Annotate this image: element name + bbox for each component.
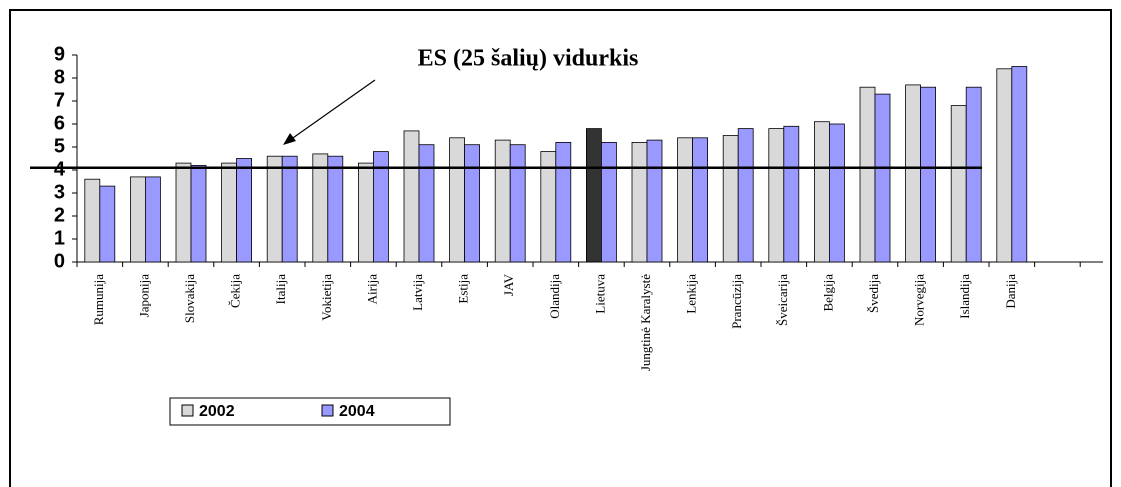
x-tick-label: Šveicarija	[775, 274, 790, 326]
legend-label: 2002	[199, 403, 235, 420]
bar	[677, 137, 693, 263]
legend	[169, 397, 451, 426]
x-tick-label: Slovakija	[182, 274, 197, 323]
annotation: ES (25 šalių) vidurkis	[418, 46, 639, 72]
bar	[814, 121, 830, 263]
bar	[372, 151, 389, 263]
x-tick-label: Airija	[364, 274, 379, 305]
bar	[464, 144, 481, 263]
x-tick-label: Vokietija	[319, 274, 334, 321]
x-tick-label: Čekija	[228, 274, 243, 308]
bar	[722, 135, 739, 263]
chart-frame	[9, 9, 1112, 487]
bar	[509, 144, 526, 263]
y-tick-label: 4	[54, 158, 66, 180]
bar	[965, 86, 982, 263]
bar	[312, 153, 329, 263]
x-tick-label: Belgija	[820, 274, 835, 312]
bar	[175, 162, 192, 263]
bar	[144, 176, 161, 263]
bar	[555, 141, 572, 263]
bar	[586, 128, 602, 263]
arrow-head	[283, 133, 296, 145]
bar	[281, 155, 298, 263]
x-tick-label: Islandija	[957, 274, 972, 319]
bar	[996, 68, 1013, 263]
x-tick-label: Prancūzija	[729, 274, 744, 329]
bar	[221, 162, 238, 263]
x-tick-label: Danija	[1003, 274, 1018, 309]
x-tick-label: Švedija	[866, 274, 881, 313]
bar	[403, 130, 420, 263]
bar	[829, 123, 845, 263]
x-tick-label: Lietuva	[592, 274, 607, 314]
legend-label: 2004	[339, 403, 375, 420]
bar	[494, 139, 511, 263]
bar	[1011, 66, 1028, 263]
y-tick-label: 8	[54, 66, 65, 88]
x-tick-label: Japonija	[136, 274, 151, 318]
bar	[84, 178, 101, 263]
x-tick-label: Jungtinė Karalystė	[638, 274, 653, 371]
bar	[905, 84, 921, 263]
y-tick-label: 3	[54, 181, 65, 203]
y-tick-label: 6	[54, 112, 65, 134]
x-tick-label: Lenkija	[684, 274, 699, 314]
y-tick-label: 1	[54, 227, 65, 249]
y-tick-label: 5	[54, 135, 65, 157]
legend-swatch	[181, 404, 194, 417]
bar	[99, 185, 116, 263]
bar	[920, 86, 936, 263]
y-tick-label: 7	[54, 89, 65, 111]
legend-swatch	[321, 404, 334, 417]
bar	[783, 125, 800, 263]
bar	[190, 164, 207, 263]
bar	[859, 86, 876, 263]
x-tick-label: JAV	[501, 273, 516, 296]
bar	[449, 137, 466, 263]
y-tick-label: 2	[54, 204, 65, 226]
bar	[692, 137, 708, 263]
x-tick-label: Norvegija	[912, 274, 927, 326]
x-tick-label: Italija	[273, 274, 288, 305]
bar	[418, 144, 435, 263]
x-tick-label: Olandija	[547, 274, 562, 319]
bar	[874, 93, 891, 263]
bar	[737, 128, 754, 263]
bar	[646, 139, 663, 263]
bar	[357, 162, 374, 263]
bar	[327, 155, 344, 263]
bar	[236, 158, 253, 263]
y-tick-label: 0	[54, 250, 65, 272]
bar	[631, 141, 648, 263]
x-tick-label: Estija	[456, 274, 471, 304]
bar	[266, 155, 283, 263]
bar	[129, 176, 146, 263]
annotation-arrow	[289, 79, 376, 141]
x-tick-label: Latvija	[410, 274, 425, 311]
bar	[950, 105, 967, 263]
bar	[601, 141, 617, 263]
y-tick-label: 9	[54, 43, 65, 65]
bar	[768, 128, 785, 263]
x-tick-label: Rumunija	[91, 274, 106, 326]
